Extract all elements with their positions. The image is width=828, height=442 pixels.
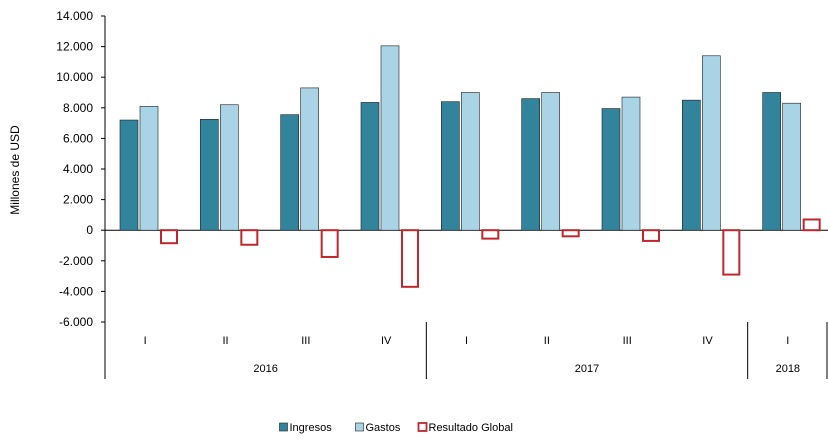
bar-resultado-global [802, 218, 821, 232]
x-year-label: 2017 [575, 363, 599, 375]
y-tick-label: 10.000 [56, 70, 93, 84]
legend-label: Gastos [366, 422, 401, 434]
bar-ingresos [360, 102, 380, 231]
bar-resultado-global [481, 229, 500, 240]
bar-gastos [300, 87, 319, 231]
x-year-label: 2016 [253, 363, 277, 375]
bar-ingresos [200, 118, 219, 231]
y-tick-label: 14.000 [56, 9, 93, 23]
x-year-label: 2018 [776, 363, 800, 375]
bar-resultado-global [722, 229, 741, 276]
bar-ingresos [441, 101, 460, 231]
x-category-label: I [786, 335, 789, 347]
x-category-label: II [544, 335, 550, 347]
x-category-label: I [144, 335, 147, 347]
x-category-label: I [465, 335, 468, 347]
bar-ingresos [601, 108, 621, 231]
legend-swatch [279, 422, 288, 432]
bar-resultado-global [160, 229, 178, 245]
y-tick-label: 8.000 [63, 101, 93, 115]
x-category-label: III [623, 335, 632, 347]
legend-ingresos: Ingresos [279, 422, 333, 434]
y-tick-label: -4.000 [59, 284, 93, 298]
y-tick-label: -2.000 [59, 254, 93, 268]
bar-gastos [621, 96, 641, 231]
bars [119, 45, 821, 288]
legend-label: Ingresos [290, 422, 333, 434]
legend-resultado-global: Resultado Global [417, 422, 513, 434]
bar-ingresos [762, 92, 781, 231]
bar-gastos [541, 92, 560, 231]
bar-ingresos [119, 119, 139, 231]
y-tick-label: 0 [86, 223, 93, 237]
bar-resultado-global [240, 229, 259, 246]
bar-ingresos [682, 99, 701, 231]
y-axis-title: Millones de USD [8, 125, 22, 215]
x-category-label: IV [702, 335, 713, 347]
legend-label: Resultado Global [429, 422, 513, 434]
y-tick-label: 12.000 [56, 40, 93, 54]
bar-resultado-global [561, 229, 580, 238]
bar-gastos [139, 105, 159, 231]
y-tick-label: 2.000 [63, 193, 93, 207]
bar-ingresos [280, 114, 299, 231]
legend-swatch [355, 422, 364, 432]
x-category-label: III [301, 335, 310, 347]
y-tick-label: -6.000 [59, 315, 93, 329]
y-tick-label: 6.000 [63, 131, 93, 145]
bar-gastos [461, 92, 480, 231]
legend-swatch [417, 422, 428, 432]
bar-gastos [220, 104, 239, 231]
bar-gastos [702, 55, 721, 231]
bar-ingresos [521, 98, 540, 231]
x-category-label: IV [381, 335, 392, 347]
x-category-label: II [222, 335, 228, 347]
y-tick-label: 4.000 [63, 162, 93, 176]
legend-gastos: Gastos [355, 422, 401, 434]
bar-resultado-global [642, 229, 660, 242]
bar-resultado-global [320, 229, 339, 258]
bar-resultado-global [401, 229, 419, 288]
bar-gastos [380, 45, 400, 231]
legend: Ingresos Gastos Resultado Global [279, 422, 513, 434]
bar-gastos [782, 102, 801, 231]
